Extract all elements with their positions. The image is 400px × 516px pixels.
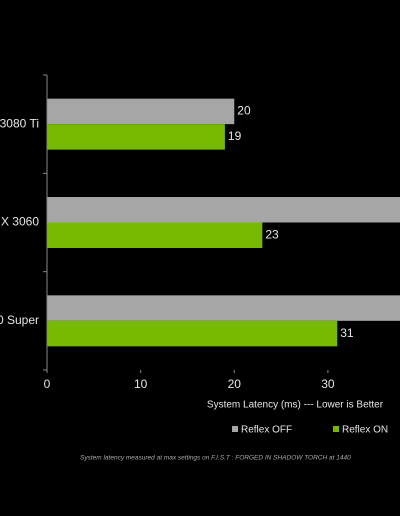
footnote: System latency measured at max settings … (80, 455, 351, 462)
plot-area (47, 98, 400, 347)
bar (47, 295, 400, 321)
bar (47, 124, 225, 150)
x-tick-label: 20 (228, 377, 242, 391)
data-label: 31 (340, 326, 354, 340)
bar (47, 98, 235, 125)
data-label: 19 (228, 129, 242, 143)
y-tick-label: 0 Super (0, 313, 39, 327)
x-axis-label: System Latency (ms) --- Lower is Better (207, 400, 384, 411)
y-tick-label: 3080 Ti (0, 116, 39, 130)
legend-label: Reflex OFF (241, 425, 292, 436)
x-tick-label: 10 (134, 377, 148, 391)
legend-swatch (232, 426, 238, 432)
data-label: 23 (265, 227, 279, 241)
y-tick-label: X 3060 (1, 215, 39, 229)
bar (47, 197, 400, 223)
x-tick-label: 0 (44, 377, 51, 391)
x-tick-label: 30 (321, 377, 335, 391)
bar (47, 222, 263, 248)
legend-swatch (333, 426, 339, 432)
legend-label: Reflex ON (342, 425, 388, 436)
bar (47, 320, 338, 347)
data-label: 20 (237, 104, 251, 118)
